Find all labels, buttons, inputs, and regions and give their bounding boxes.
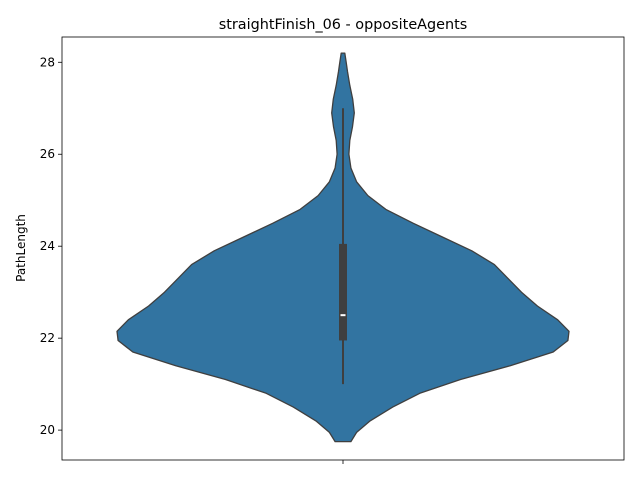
y-tick-label: 24 (40, 239, 55, 253)
chart-title: straightFinish_06 - oppositeAgents (219, 17, 468, 33)
axes-frame (61, 36, 625, 461)
y-tick-label: 26 (40, 147, 55, 161)
y-axis-label: PathLength (14, 214, 28, 282)
y-tick-label: 22 (40, 331, 55, 345)
y-tick-label: 20 (40, 423, 55, 437)
iqr-box (339, 243, 347, 341)
median-marker (340, 314, 346, 317)
plot-area: 20 22 24 26 28 (40, 52, 570, 464)
y-tick-label: 28 (40, 55, 55, 69)
